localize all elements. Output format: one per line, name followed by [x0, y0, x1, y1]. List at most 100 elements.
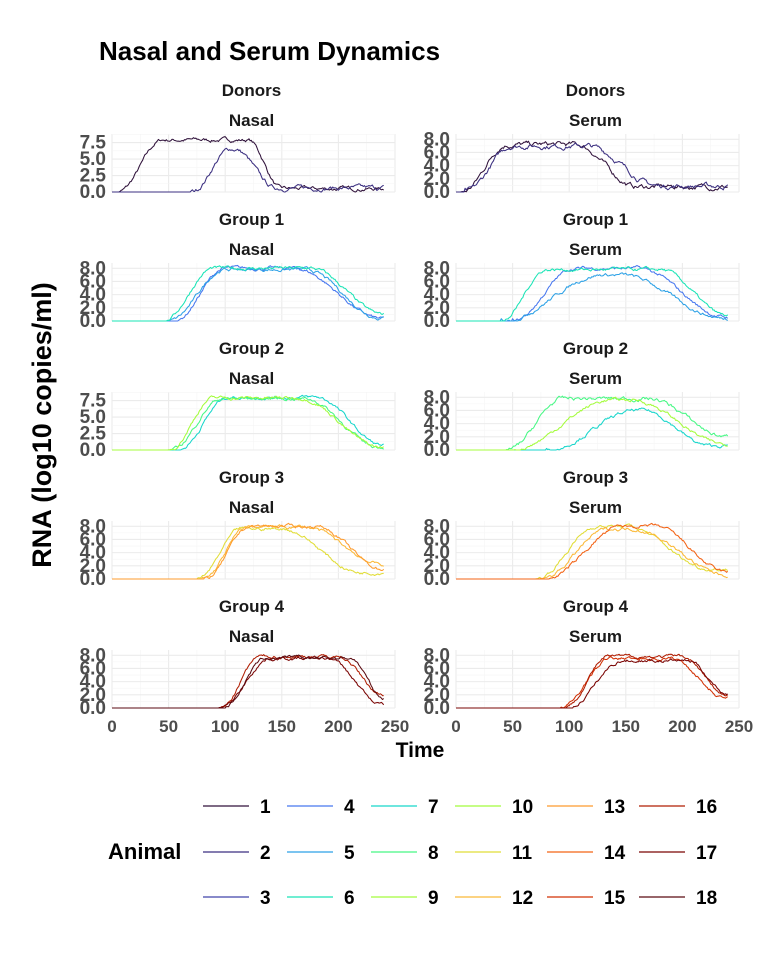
facet-group-label: Donors [222, 81, 282, 100]
facet-panel-3-1: Group 2 Nasal 0.02.55.07.5 [80, 339, 396, 461]
facet-sample-label: Serum [569, 498, 622, 517]
y-tick-label: 2.0 [80, 556, 106, 577]
facet-panel-1-1: Donors Nasal 0.02.55.07.5 [80, 81, 396, 203]
facet-panel-2-2: Group 1 Serum 0.02.04.06.08.0 [424, 210, 740, 332]
facet-group-label: Group 3 [563, 468, 628, 487]
facet-panel-4-2: Group 3 Serum 0.02.04.06.08.0 [424, 468, 740, 590]
facet-sample-label: Nasal [229, 498, 274, 517]
y-tick-label: 8.0 [80, 258, 106, 279]
y-tick-label: 6.0 [424, 142, 450, 163]
facet-sample-label: Serum [569, 240, 622, 259]
y-tick-label: 0.0 [424, 182, 450, 203]
legend-item: 6 [287, 888, 355, 909]
facet-group-label: Group 1 [219, 210, 284, 229]
legend-title: Animal [108, 839, 181, 864]
legend-item: 11 [455, 843, 533, 864]
y-tick-label: 8.0 [424, 516, 450, 537]
legend-label: 5 [344, 843, 355, 864]
series-line-animal-1 [456, 140, 728, 193]
y-tick-label: 0.0 [80, 698, 106, 719]
series-line-animal-13 [112, 522, 385, 580]
y-tick-label: 6.0 [424, 658, 450, 679]
y-tick-label: 2.0 [424, 685, 450, 706]
legend-item: 3 [203, 888, 271, 909]
x-tick-label: 50 [159, 717, 178, 736]
y-tick-label: 2.0 [424, 169, 450, 190]
y-tick-label: 0.0 [80, 182, 106, 203]
y-tick-label: 4.0 [424, 156, 450, 177]
legend-item: 7 [371, 797, 439, 818]
facet-group-label: Group 4 [219, 597, 285, 616]
facet-panel-1-2: Donors Serum 0.02.04.06.08.0 [424, 81, 740, 203]
legend-label: 8 [428, 843, 439, 864]
series-line-animal-11 [456, 523, 728, 580]
legend-label: 7 [428, 797, 439, 818]
facet-sample-label: Serum [569, 627, 622, 646]
legend-item: 14 [547, 843, 626, 864]
x-tick-label: 100 [211, 717, 239, 736]
y-tick-label: 2.0 [424, 556, 450, 577]
legend-label: 6 [344, 888, 355, 909]
y-tick-label: 6.0 [80, 271, 106, 292]
x-axis-label: Time [396, 739, 445, 762]
y-tick-label: 0.0 [424, 311, 450, 332]
facet-panels: DonorsNasal0.02.55.07.5DonorsSerum0.02.0… [80, 81, 754, 736]
y-tick-label: 4.0 [424, 285, 450, 306]
legend-label: 18 [696, 888, 717, 909]
y-tick-label: 2.0 [424, 298, 450, 319]
facet-group-label: Group 1 [563, 210, 628, 229]
legend-item: 15 [547, 888, 626, 909]
legend-item: 13 [547, 797, 625, 818]
y-tick-label: 0.0 [424, 569, 450, 590]
legend-label: 1 [260, 797, 271, 818]
x-tick-label: 0 [451, 717, 460, 736]
facet-sample-label: Nasal [229, 627, 274, 646]
facet-sample-label: Nasal [229, 240, 274, 259]
legend-label: 2 [260, 843, 271, 864]
y-tick-label: 4.0 [80, 543, 106, 564]
y-tick-label: 5.0 [80, 407, 106, 428]
y-tick-label: 4.0 [80, 285, 106, 306]
series-line-animal-2 [456, 142, 729, 193]
series-line-animal-9 [456, 396, 728, 451]
legend-label: 12 [512, 888, 533, 909]
y-tick-label: 7.5 [80, 133, 107, 154]
series-line-animal-2 [112, 147, 384, 193]
facet-group-label: Group 3 [219, 468, 284, 487]
series-line-animal-6 [456, 265, 729, 322]
y-tick-label: 2.5 [80, 424, 107, 445]
y-tick-label: 8.0 [424, 258, 450, 279]
facet-group-label: Group 2 [563, 339, 628, 358]
chart-title: Nasal and Serum Dynamics [99, 36, 440, 66]
x-tick-label: 50 [503, 717, 522, 736]
facet-panel-5-2: Group 4 Serum 0.02.04.06.08.0 0 50 100 150 200 2… [424, 597, 754, 736]
legend-label: 16 [696, 797, 717, 818]
y-tick-label: 0.0 [80, 311, 106, 332]
x-tick-label: 100 [555, 717, 583, 736]
series-line-animal-15 [456, 656, 728, 709]
y-tick-label: 2.0 [80, 685, 106, 706]
legend-label: 15 [604, 888, 626, 909]
facet-panel-3-2: Group 2 Serum 0.02.04.06.08.0 [424, 339, 740, 461]
y-tick-label: 7.5 [80, 391, 107, 412]
y-tick-label: 8.0 [80, 516, 106, 537]
y-tick-label: 0.0 [424, 698, 450, 719]
legend-item: 10 [455, 797, 533, 818]
legend-label: 10 [512, 797, 533, 818]
facet-sample-label: Serum [569, 111, 622, 130]
y-axis-label: RNA (log10 copies/ml) [27, 282, 57, 568]
y-tick-label: 4.0 [424, 543, 450, 564]
y-tick-label: 0.0 [424, 440, 450, 461]
legend-item: 1 [203, 797, 271, 818]
y-tick-label: 2.5 [80, 166, 107, 187]
x-tick-label: 0 [107, 717, 116, 736]
legend-item: 12 [455, 888, 533, 909]
y-tick-label: 8.0 [424, 129, 450, 150]
legend-label: 4 [344, 797, 355, 818]
legend-item: 9 [371, 888, 439, 909]
x-tick-label: 150 [612, 717, 640, 736]
y-tick-label: 0.0 [80, 569, 106, 590]
facet-panel-4-1: Group 3 Nasal 0.02.04.06.08.0 [80, 468, 396, 590]
